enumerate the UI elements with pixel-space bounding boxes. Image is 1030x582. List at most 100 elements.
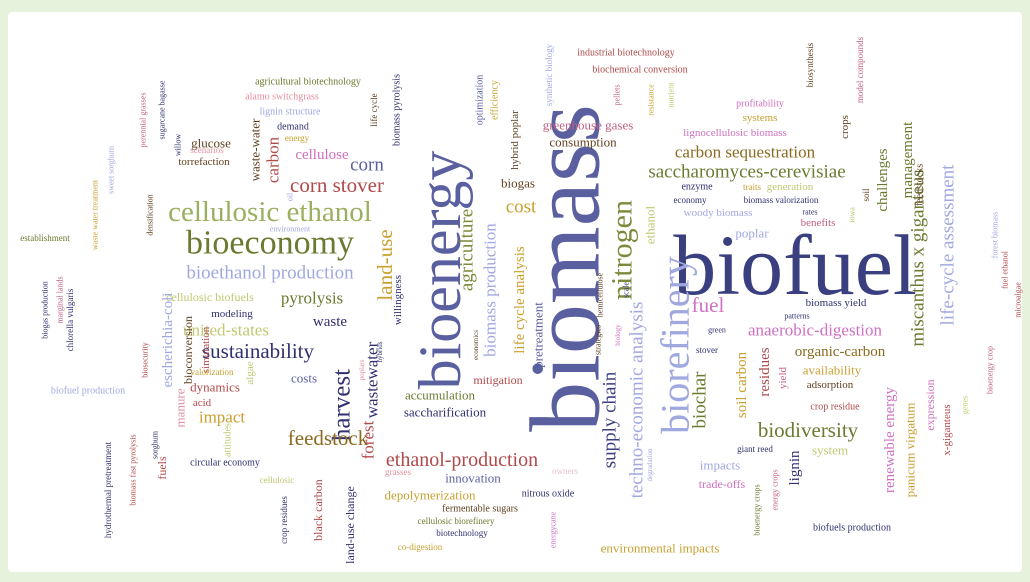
word: environmental impacts	[601, 541, 720, 556]
word: soil carbon	[734, 351, 750, 418]
word: cellulosic	[260, 475, 295, 485]
word: land-use	[373, 229, 397, 300]
word: waste water treatment	[91, 179, 100, 250]
word: feedstocks	[915, 164, 926, 206]
word: trade-offs	[699, 477, 746, 491]
word: environment	[270, 225, 311, 234]
word: sugarcane bagasse	[158, 80, 167, 139]
word: bioeconomy	[186, 225, 354, 262]
word: ethanol	[643, 205, 658, 244]
word: nutrient	[667, 82, 676, 108]
word: united-states	[183, 321, 269, 340]
word: economics	[472, 330, 480, 360]
word: black carbon	[311, 479, 325, 541]
word: dynamics	[190, 380, 240, 395]
word: saccharification	[404, 405, 487, 420]
word: chlorella vulgaris	[65, 288, 75, 351]
word: iowa	[848, 207, 857, 223]
word: harvest	[329, 369, 356, 441]
word: accumulation	[405, 388, 476, 403]
word: carbon sequestration	[675, 143, 816, 162]
word: sweet sorghum	[107, 145, 116, 194]
word: impacts	[700, 458, 740, 473]
word: owners	[552, 466, 578, 476]
word: energy crops	[771, 470, 780, 511]
word: generation	[767, 181, 814, 193]
word: modeling	[211, 308, 253, 320]
word: willingness	[392, 275, 404, 325]
word: biotechnology	[436, 528, 488, 538]
word: yield	[777, 367, 789, 389]
word: anaerobic-digestion	[748, 321, 883, 340]
word: lignin structure	[260, 107, 321, 118]
word: manure	[173, 388, 188, 427]
word: nitrous oxide	[522, 489, 575, 500]
word: biomass fast pyrolysis	[129, 434, 138, 505]
word: fuel	[692, 293, 725, 317]
word: pretreatment	[531, 302, 546, 368]
word: stover	[696, 345, 718, 355]
word: genes	[961, 396, 970, 414]
word: crop residue	[810, 402, 860, 413]
word: grasses	[385, 467, 411, 477]
word: soil	[861, 188, 871, 202]
word: establishment	[20, 233, 70, 243]
word: hybrids	[376, 341, 384, 362]
word: willow	[174, 134, 183, 156]
word: wastewater	[363, 341, 382, 418]
word: nitrogen	[606, 200, 639, 300]
word: systems	[743, 112, 778, 124]
word: innovation	[445, 471, 501, 486]
word: scenarios	[190, 145, 224, 155]
word: hybrid poplar	[509, 110, 521, 170]
word: pyrolysis	[281, 289, 343, 308]
word: alamo switchgrass	[245, 92, 319, 103]
word: renewable energy	[882, 387, 898, 493]
word: biorefinery	[653, 256, 698, 434]
word: acid	[193, 397, 212, 409]
word: techno-economic analysis	[627, 302, 648, 499]
word: poplars	[358, 359, 366, 380]
word: fuel ethanol	[1001, 250, 1010, 289]
word: availability	[803, 363, 862, 378]
word: miscanthus x giganteus	[908, 169, 929, 346]
word: green	[708, 326, 726, 335]
word: residues	[757, 347, 773, 396]
word: biomass yield	[806, 297, 867, 309]
word: simulation	[200, 326, 212, 373]
word: biomass	[510, 104, 621, 432]
word: supply chain	[600, 371, 621, 468]
word: feedstock	[288, 426, 369, 450]
word: densification	[146, 194, 155, 235]
word: biochar	[690, 371, 711, 429]
word: poplar	[735, 226, 769, 241]
word: cellulosic biofuels	[166, 290, 254, 304]
word: challenges	[875, 148, 891, 211]
word: perennial grasses	[139, 93, 148, 148]
word: circular economy	[190, 458, 260, 469]
word: cellulosic ethanol	[168, 196, 372, 228]
word: cellulose	[295, 147, 349, 163]
word: biodiversity	[758, 418, 859, 442]
word: attitudes	[223, 423, 234, 457]
word: panicum virgatum	[903, 403, 918, 498]
word: biomass pyrolysis	[392, 74, 403, 146]
word: bioenergy crops	[753, 484, 762, 535]
word: expression	[923, 379, 937, 430]
word: glucose	[191, 136, 231, 151]
word: waste	[313, 314, 347, 330]
word: depolymerization	[385, 488, 476, 503]
word: enzyme	[681, 182, 713, 193]
word: crop residues	[279, 496, 289, 544]
word: forest	[359, 420, 378, 459]
word: biomass valorization	[744, 195, 819, 205]
word: optimization	[475, 75, 486, 126]
word: life cycle analysis	[512, 246, 528, 354]
word: management	[900, 121, 916, 198]
word: system	[812, 443, 848, 458]
word: oil	[286, 192, 295, 201]
word: corn stover	[290, 173, 384, 197]
word: biofuel	[673, 217, 917, 313]
word: traits	[743, 182, 761, 192]
